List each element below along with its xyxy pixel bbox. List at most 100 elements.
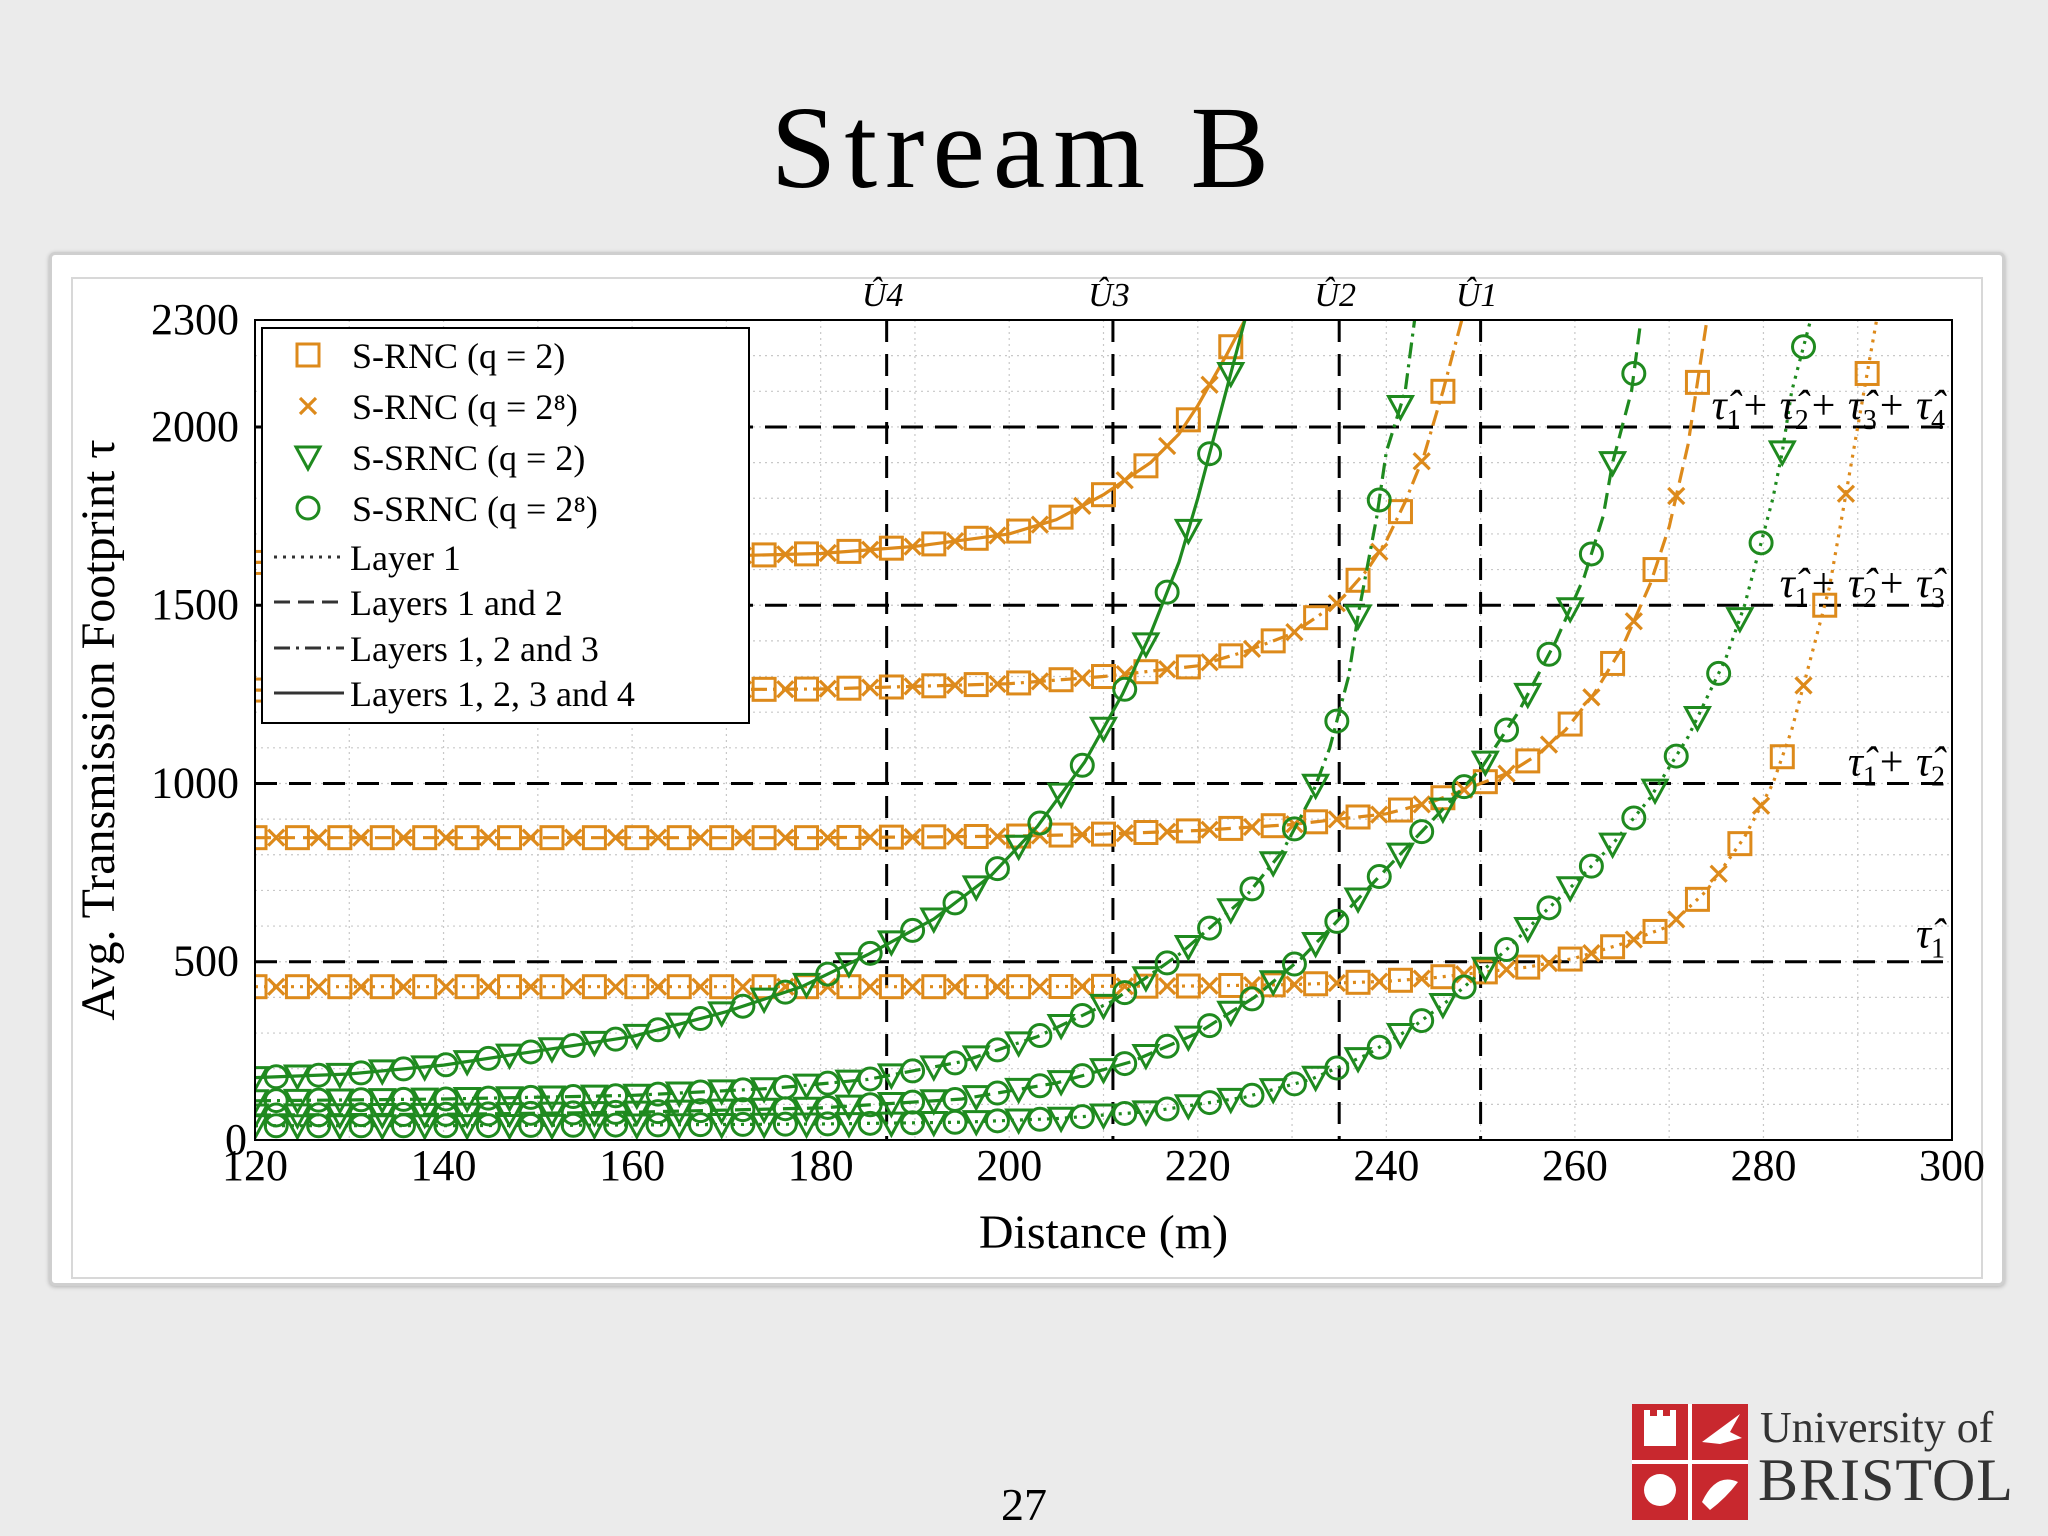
series-marker xyxy=(454,974,480,1000)
series-marker xyxy=(1303,605,1329,631)
series-marker xyxy=(1030,672,1049,691)
series-marker xyxy=(903,677,922,696)
series-marker xyxy=(521,828,540,847)
series-marker xyxy=(919,907,949,935)
series-marker xyxy=(666,825,692,851)
series-marker xyxy=(539,825,565,851)
series-marker xyxy=(878,674,904,700)
series-marker xyxy=(1494,717,1520,743)
series-marker xyxy=(1578,541,1604,567)
series-marker xyxy=(988,977,1007,996)
university-logo: University of BRISTOL xyxy=(1630,1402,2030,1522)
series-marker xyxy=(945,827,965,846)
series-marker xyxy=(1218,815,1244,841)
series-marker xyxy=(433,1086,459,1112)
series-marker xyxy=(603,1099,629,1125)
series-marker xyxy=(1088,993,1119,1021)
series-marker xyxy=(1578,853,1604,879)
series-marker xyxy=(1158,660,1177,679)
series-marker xyxy=(730,1097,756,1123)
y-axis-label: Avg. Transmission Footprint τ xyxy=(72,439,125,1020)
series-marker xyxy=(1069,1002,1095,1028)
series-marker xyxy=(263,1102,289,1128)
threshold-label: τ̂1 + τ̂2 xyxy=(1848,739,1947,792)
threshold-label-sub: 1 xyxy=(1727,405,1741,436)
series-marker xyxy=(776,545,795,564)
series-marker xyxy=(579,1101,609,1128)
series-marker xyxy=(369,825,395,851)
y-tick-label: 0 xyxy=(225,1115,247,1164)
series-marker xyxy=(1030,515,1049,534)
series-marker xyxy=(267,828,286,847)
series-marker xyxy=(1387,499,1413,525)
series-marker xyxy=(433,1113,459,1139)
series-marker xyxy=(306,1062,332,1088)
legend-label: Layers 1, 2, 3 and 4 xyxy=(350,674,635,714)
series-marker xyxy=(454,825,480,851)
series-marker xyxy=(495,1102,525,1129)
outer-frame xyxy=(71,277,1983,1279)
slide-title: Stream B xyxy=(770,82,1278,213)
series-marker xyxy=(1539,953,1559,973)
series-marker xyxy=(1200,375,1219,394)
series-marker xyxy=(1409,819,1435,845)
series-marker xyxy=(963,974,989,1000)
series-marker xyxy=(1112,980,1138,1006)
series-marker xyxy=(622,1100,652,1128)
series-marker xyxy=(1048,504,1074,530)
series-marker xyxy=(1133,820,1159,845)
series-marker xyxy=(603,1112,629,1138)
series-marker xyxy=(818,828,837,847)
series-marker xyxy=(815,1111,841,1137)
series-marker xyxy=(1175,818,1201,844)
series-marker xyxy=(1197,1090,1223,1116)
series-marker xyxy=(284,825,310,851)
series-marker xyxy=(751,542,777,568)
series-marker xyxy=(749,987,779,1015)
series-marker xyxy=(772,979,798,1005)
series-marker xyxy=(1624,930,1643,949)
series-marker xyxy=(707,1001,737,1029)
series-marker xyxy=(648,977,668,996)
series-marker xyxy=(1004,834,1034,862)
series-marker xyxy=(988,674,1007,694)
series-marker xyxy=(1048,822,1074,848)
series-marker xyxy=(367,1059,397,1087)
series-marker xyxy=(1343,604,1373,632)
x-tick-label: 240 xyxy=(1353,1141,1419,1190)
series-marker xyxy=(1667,910,1686,929)
series-marker xyxy=(861,678,880,697)
series-marker xyxy=(475,1045,501,1071)
series-marker xyxy=(963,525,989,551)
series-marker xyxy=(433,1101,459,1127)
series-marker xyxy=(433,1052,459,1078)
series-marker xyxy=(1046,1106,1076,1134)
plot-frame xyxy=(254,319,1953,1141)
series-marker xyxy=(410,1102,440,1130)
series-marker xyxy=(751,825,777,851)
series-marker xyxy=(1343,1047,1373,1074)
series-marker xyxy=(963,672,989,698)
series-marker xyxy=(984,856,1010,882)
series-marker xyxy=(412,974,438,1000)
series-marker xyxy=(815,1070,841,1096)
series-marker xyxy=(1115,824,1134,843)
series-marker xyxy=(772,1111,798,1137)
series-marker xyxy=(945,531,965,551)
series-marker xyxy=(834,1112,864,1139)
x-tick-label: 200 xyxy=(976,1141,1042,1190)
series-marker xyxy=(1667,486,1686,506)
series-marker xyxy=(284,974,310,1000)
series-marker xyxy=(666,974,692,1000)
series-marker xyxy=(1812,592,1838,618)
series-marker xyxy=(1133,453,1159,479)
series-marker xyxy=(961,875,991,903)
series-marker xyxy=(622,1023,652,1051)
series-marker xyxy=(1412,452,1431,471)
series-marker xyxy=(1073,496,1092,516)
series-marker xyxy=(1513,682,1543,710)
x-tick-label: 140 xyxy=(411,1141,477,1190)
series-marker xyxy=(1073,668,1092,688)
series-marker xyxy=(1154,1033,1180,1059)
series-marker xyxy=(749,1077,779,1104)
